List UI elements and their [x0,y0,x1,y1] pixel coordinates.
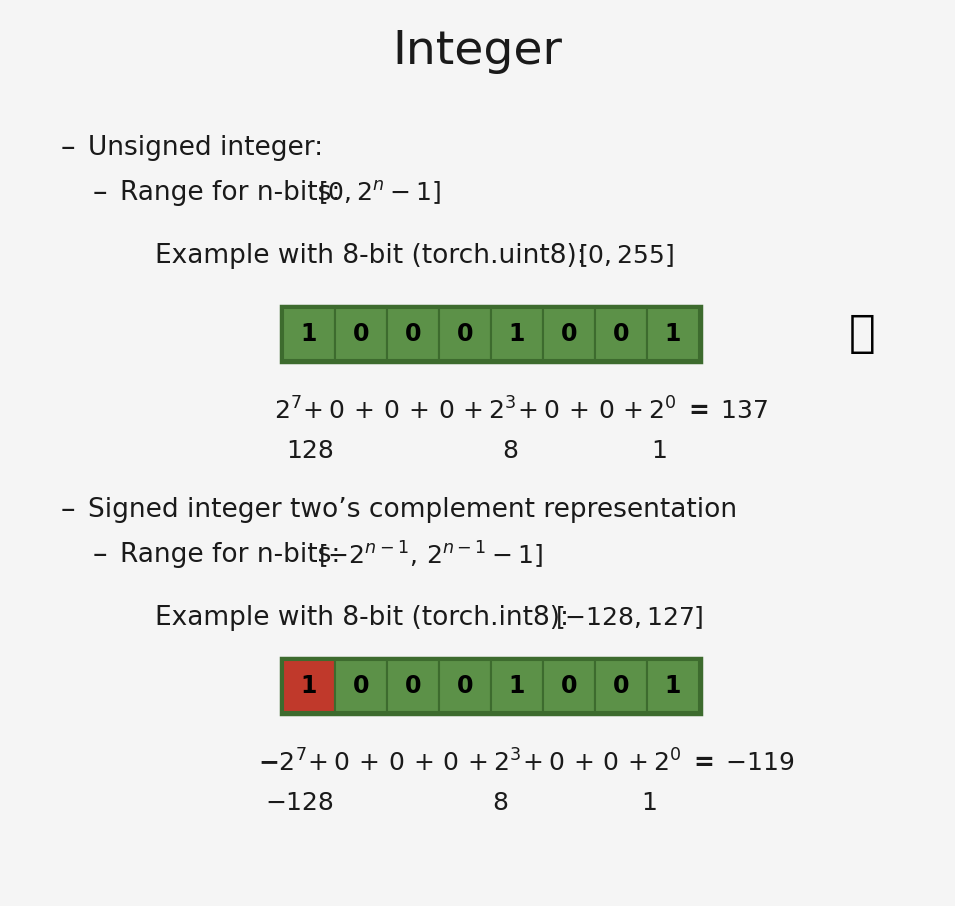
Text: 1: 1 [665,674,681,698]
Bar [439,660,491,712]
Text: 1: 1 [641,791,657,815]
Text: 1: 1 [301,322,317,346]
Bar [387,308,439,360]
Text: 0: 0 [352,322,370,346]
Bar [283,660,335,712]
Text: 8: 8 [502,439,518,463]
Bar [647,660,699,712]
Text: 0: 0 [613,322,629,346]
Text: 1: 1 [509,322,525,346]
Text: $[0, 255]$: $[0, 255]$ [578,243,674,269]
Text: 0: 0 [456,674,474,698]
Text: 1: 1 [301,674,317,698]
Text: –: – [61,134,75,162]
Text: $[-2^{n-1},\,2^{n-1} - 1]$: $[-2^{n-1},\,2^{n-1} - 1]$ [318,539,542,571]
Bar [387,660,439,712]
Text: 0: 0 [613,674,629,698]
Text: 1: 1 [651,439,667,463]
Text: 🤔: 🤔 [849,313,876,355]
Bar [543,660,595,712]
Bar [595,660,647,712]
Bar [281,658,701,714]
Text: –: – [93,179,107,207]
Text: Range for n-bits:: Range for n-bits: [120,180,340,206]
Bar [439,308,491,360]
Bar [647,308,699,360]
Text: Unsigned integer:: Unsigned integer: [88,135,323,161]
Bar [543,308,595,360]
Text: –: – [61,496,75,524]
Text: –: – [93,541,107,569]
Bar [595,308,647,360]
Bar [335,308,387,360]
Text: 0: 0 [456,322,474,346]
Text: 0: 0 [561,674,577,698]
Text: $2^7\!+0\,+\,0\,+\,0\,+2^3\!+0\,+\,0\,+2^0\;\mathbf{=}\;137$: $2^7\!+0\,+\,0\,+\,0\,+2^3\!+0\,+\,0\,+2… [274,398,769,425]
Text: 0: 0 [405,322,421,346]
Bar [281,306,701,362]
Text: Example with 8-bit (torch.uint8):: Example with 8-bit (torch.uint8): [155,243,585,269]
Text: 1: 1 [509,674,525,698]
Text: 1: 1 [665,322,681,346]
Text: 8: 8 [492,791,508,815]
Text: 0: 0 [405,674,421,698]
Text: Example with 8-bit (torch.int8):: Example with 8-bit (torch.int8): [155,605,569,631]
Bar [283,308,335,360]
Bar [491,308,543,360]
Text: 0: 0 [352,674,370,698]
Text: −128: −128 [265,791,334,815]
Text: Signed integer two’s complement representation: Signed integer two’s complement represen… [88,497,737,523]
Bar [335,660,387,712]
Bar [491,660,543,712]
Text: $[0, 2^{n} - 1]$: $[0, 2^{n} - 1]$ [318,179,440,207]
Text: 0: 0 [561,322,577,346]
Text: Integer: Integer [392,30,562,74]
Text: 128: 128 [286,439,334,463]
Text: Range for n-bits:: Range for n-bits: [120,542,340,568]
Text: $[-128, 127]$: $[-128, 127]$ [555,604,704,631]
Text: $\mathbf{-}2^7\!+0\,+\,0\,+\,0\,+2^3\!+0\,+\,0\,+2^0\;\mathbf{=}\;{-119}$: $\mathbf{-}2^7\!+0\,+\,0\,+\,0\,+2^3\!+0… [258,749,795,776]
